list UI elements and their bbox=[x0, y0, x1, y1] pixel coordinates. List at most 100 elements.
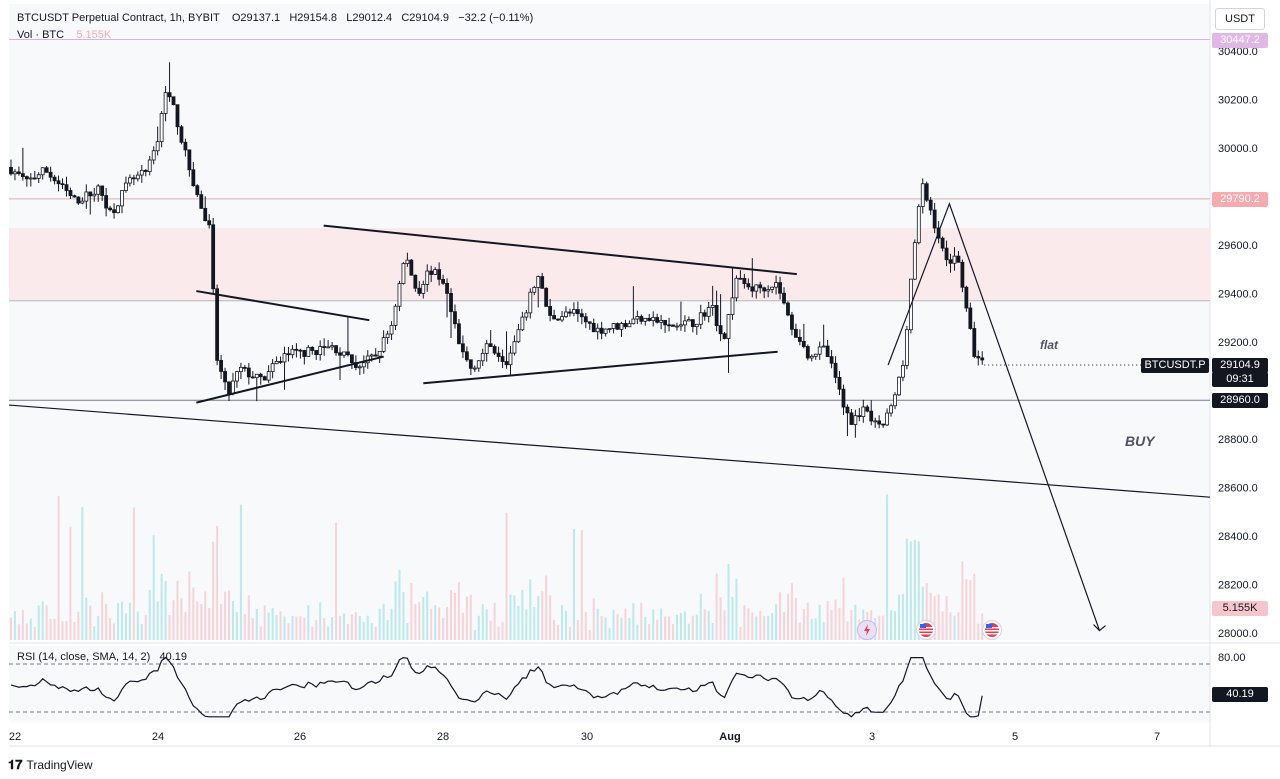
candle-body bbox=[445, 282, 449, 294]
annotation-flat[interactable]: flat bbox=[1040, 338, 1058, 352]
volume-bar bbox=[378, 608, 381, 640]
volume-bar bbox=[120, 601, 123, 640]
candle-body bbox=[401, 263, 406, 284]
annotation-buy[interactable]: BUY bbox=[1125, 433, 1155, 449]
volume-bar bbox=[660, 608, 663, 640]
support-tag: 28960.0 bbox=[1212, 393, 1268, 408]
candle-body bbox=[877, 420, 882, 425]
candle-body bbox=[718, 325, 723, 335]
volume-bar bbox=[243, 614, 246, 640]
volume-bar bbox=[731, 597, 734, 640]
volume-bar bbox=[117, 603, 120, 640]
candle-body bbox=[131, 177, 136, 180]
candle-body bbox=[290, 348, 295, 356]
candle-body bbox=[520, 316, 525, 331]
volume-bar bbox=[675, 614, 678, 640]
symbol-title[interactable]: BTCUSDT Perpetual Contract, 1h, BYBIT bbox=[17, 12, 220, 24]
candle-body bbox=[215, 288, 220, 361]
rsi-line bbox=[10, 656, 983, 718]
lightning-icon[interactable] bbox=[857, 620, 877, 640]
candle-body bbox=[76, 196, 81, 204]
volume-bar bbox=[267, 612, 270, 640]
volume-bar bbox=[29, 618, 32, 640]
volume-bar bbox=[783, 612, 786, 640]
volume-bar bbox=[382, 603, 385, 640]
volume-bar bbox=[216, 525, 219, 640]
currency-selector[interactable]: USDT bbox=[1215, 8, 1265, 30]
candle-body bbox=[294, 348, 299, 351]
candle-body bbox=[675, 325, 679, 328]
volume-bar bbox=[152, 535, 155, 640]
volume-bar bbox=[89, 605, 92, 640]
volume-legend: Vol · BTC 5.155K bbox=[17, 29, 111, 41]
volume-bar bbox=[703, 609, 706, 640]
volume-bar bbox=[259, 626, 262, 640]
volume-bar bbox=[739, 626, 742, 640]
us-flag-icon[interactable] bbox=[982, 620, 1002, 640]
candle-body bbox=[706, 307, 711, 317]
candle-body bbox=[607, 328, 612, 330]
candle-body bbox=[361, 362, 366, 368]
volume-bar bbox=[453, 592, 456, 640]
volume-bar bbox=[834, 599, 837, 640]
candle-body bbox=[837, 376, 842, 390]
volume-bar bbox=[767, 615, 770, 640]
rsi-label[interactable]: RSI (14, close, SMA, 14, 2) bbox=[17, 651, 151, 663]
candle-body bbox=[758, 284, 763, 289]
volume-bar bbox=[953, 615, 956, 640]
volume-bar bbox=[961, 561, 964, 640]
candle-body bbox=[619, 323, 624, 330]
rsi-value: 40.19 bbox=[159, 651, 187, 663]
candle-body bbox=[56, 180, 61, 185]
volume-bar bbox=[691, 615, 694, 640]
volume-bar bbox=[426, 591, 429, 640]
volume-label[interactable]: Vol · BTC bbox=[17, 29, 65, 41]
candle-body bbox=[254, 373, 259, 379]
volume-bar bbox=[636, 624, 639, 640]
candle-body bbox=[476, 360, 481, 369]
volume-bar bbox=[576, 620, 579, 640]
tradingview-brand[interactable]: TradingView bbox=[26, 758, 93, 772]
volume-bar bbox=[93, 626, 96, 640]
volume-bar bbox=[132, 507, 135, 640]
volume-bar bbox=[450, 589, 453, 640]
volume-bar bbox=[279, 611, 282, 640]
candle-body bbox=[449, 292, 453, 313]
volume-bar bbox=[775, 604, 778, 640]
candle-body bbox=[948, 259, 953, 264]
candle-body bbox=[68, 190, 73, 197]
volume-bar bbox=[763, 616, 766, 640]
volume-bar bbox=[17, 624, 20, 640]
volume-bar bbox=[541, 591, 544, 640]
volume-bar bbox=[672, 623, 675, 640]
volume-bar bbox=[97, 615, 100, 640]
candle-body bbox=[508, 352, 513, 366]
volume-bar bbox=[794, 597, 797, 640]
volume-bar bbox=[949, 612, 952, 640]
volume-bar bbox=[366, 615, 369, 640]
candle-body bbox=[746, 283, 751, 288]
symbol-tag: BTCUSDT.P bbox=[1141, 358, 1209, 373]
candle-body bbox=[611, 323, 616, 329]
candle-body bbox=[135, 174, 140, 180]
volume-bar bbox=[144, 614, 147, 640]
price-tick-label: 30200.0 bbox=[1218, 95, 1258, 107]
candle-body bbox=[683, 320, 687, 326]
candle-body bbox=[885, 412, 889, 426]
candle-body bbox=[128, 177, 132, 184]
candle-body bbox=[453, 311, 457, 325]
us-flag-icon[interactable] bbox=[916, 620, 936, 640]
candle-body bbox=[171, 96, 176, 106]
volume-bar bbox=[33, 626, 36, 640]
candle-body bbox=[504, 361, 509, 366]
volume-bar bbox=[664, 616, 667, 640]
candle-body bbox=[564, 311, 568, 317]
tradingview-logo-icon[interactable]: 𝟏𝟕 bbox=[8, 757, 23, 772]
volume-bar bbox=[477, 615, 480, 640]
volume-bar bbox=[394, 581, 397, 640]
candle-body bbox=[631, 318, 636, 325]
candle-body bbox=[873, 420, 878, 423]
candle-body bbox=[774, 282, 778, 288]
volume-bar bbox=[652, 609, 655, 640]
